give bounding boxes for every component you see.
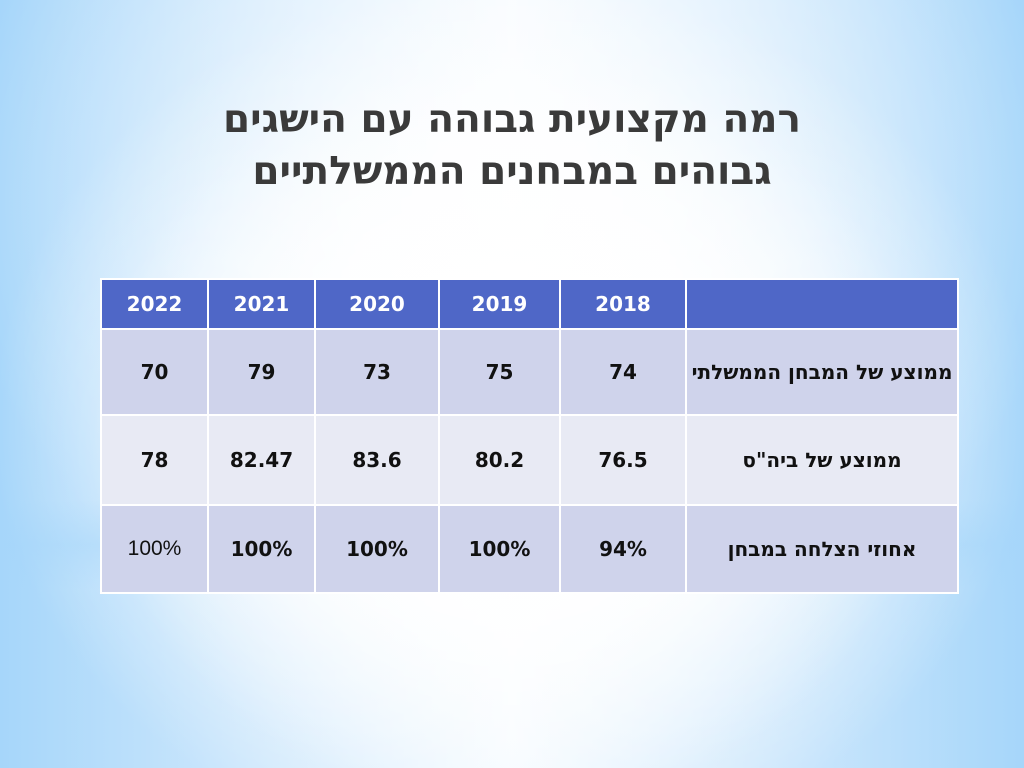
cell-value: 73 [314, 328, 440, 416]
results-table: 2022 2021 2020 2019 2018 70 79 73 75 74 … [100, 278, 959, 594]
cell-value: 70 [100, 328, 209, 416]
row-label: ממוצע של ביה"ס [685, 414, 959, 506]
title-line-1: רמה מקצועית גבוהה עם הישגים [223, 97, 801, 142]
cell-value: 100% [314, 504, 440, 594]
table-row-school-avg: 78 82.47 83.6 80.2 76.5 ממוצע של ביה"ס [100, 414, 959, 506]
cell-value: 100% [100, 504, 209, 594]
header-2020: 2020 [314, 278, 440, 330]
header-label-column [685, 278, 959, 330]
header-2018: 2018 [559, 278, 687, 330]
table-row-government-exam-avg: 70 79 73 75 74 ממוצע של המבחן הממשלתי [100, 328, 959, 416]
slide-title: רמה מקצועית גבוהה עם הישגים גבוהים במבחנ… [0, 94, 1024, 198]
row-label: אחוזי הצלחה במבחן [685, 504, 959, 594]
header-2022: 2022 [100, 278, 209, 330]
cell-value: 75 [438, 328, 561, 416]
table-row-pass-rate: 100% 100% 100% 100% 94% אחוזי הצלחה במבח… [100, 504, 959, 594]
cell-value: 82.47 [207, 414, 316, 506]
cell-value: 76.5 [559, 414, 687, 506]
header-2019: 2019 [438, 278, 561, 330]
row-label: ממוצע של המבחן הממשלתי [685, 328, 959, 416]
cell-value: 100% [438, 504, 561, 594]
cell-value: 83.6 [314, 414, 440, 506]
cell-value: 74 [559, 328, 687, 416]
header-2021: 2021 [207, 278, 316, 330]
cell-value: 78 [100, 414, 209, 506]
cell-value: 79 [207, 328, 316, 416]
header-row: 2022 2021 2020 2019 2018 [100, 278, 959, 330]
cell-value: 94% [559, 504, 687, 594]
cell-value: 100% [207, 504, 316, 594]
cell-value: 80.2 [438, 414, 561, 506]
title-line-2: גבוהים במבחנים הממשלתיים [252, 149, 772, 194]
